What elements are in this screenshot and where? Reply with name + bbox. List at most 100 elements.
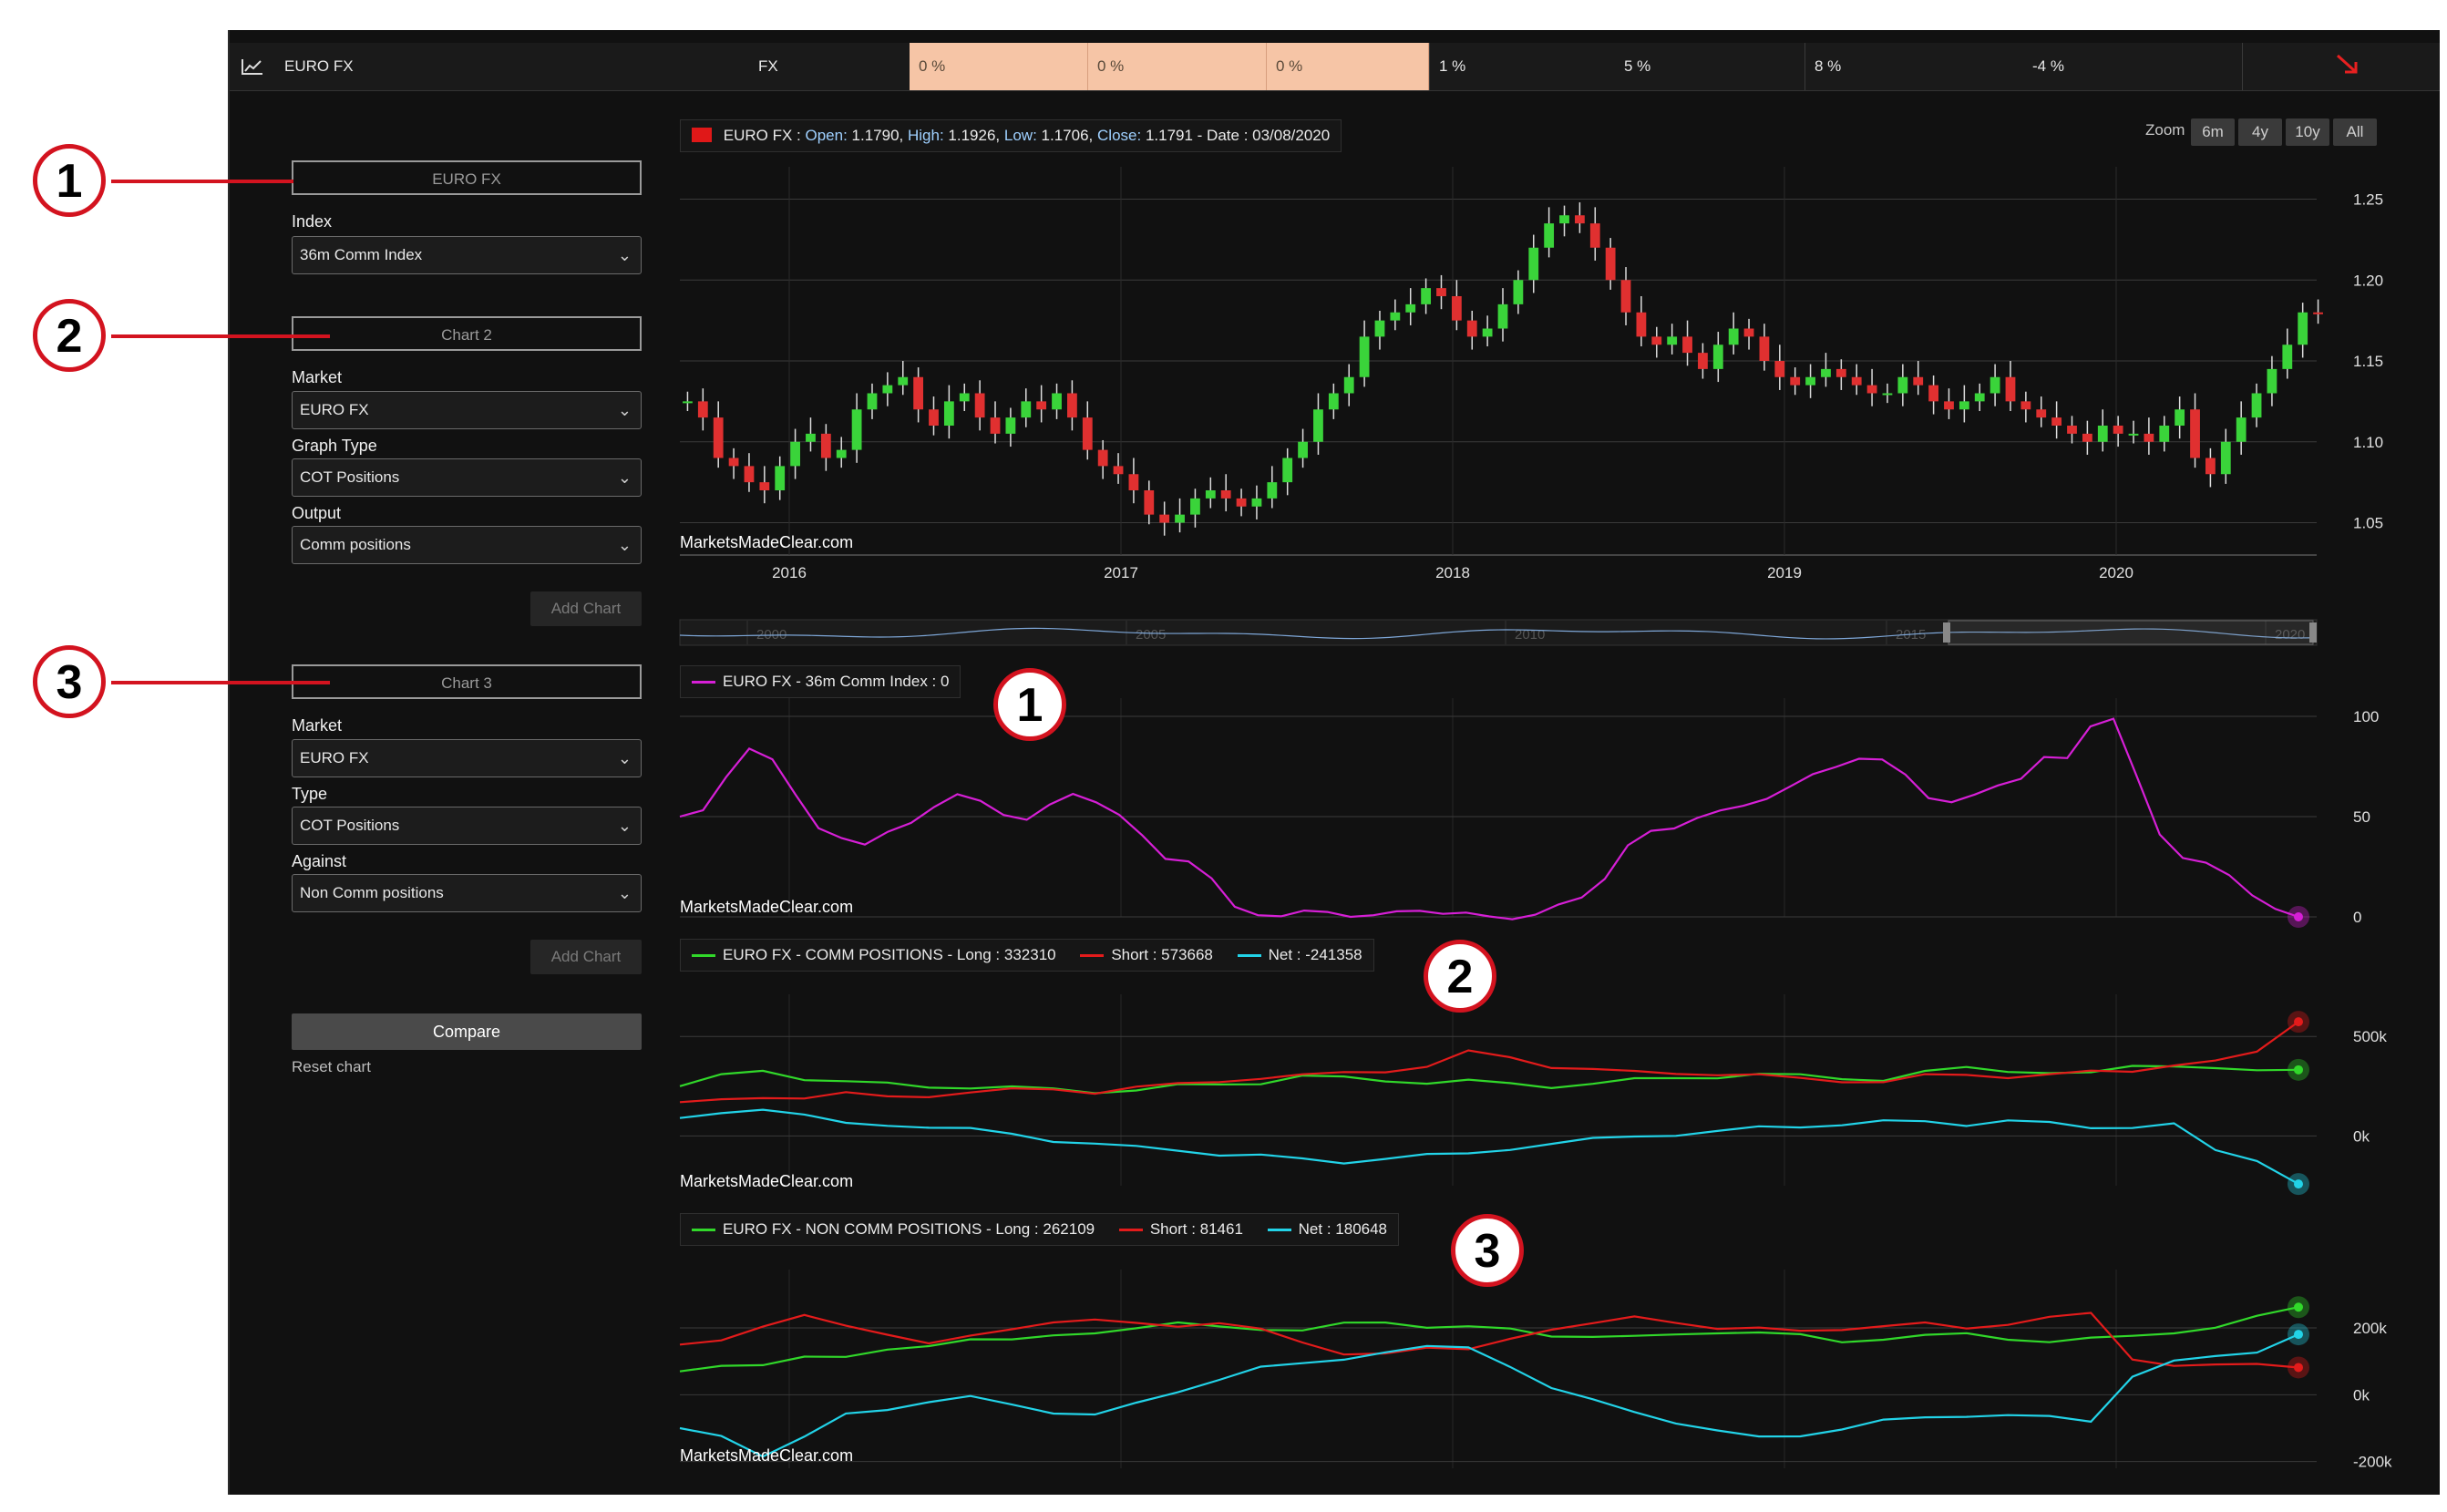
output-select[interactable]: Comm positions ⌄ xyxy=(292,526,642,564)
candle-body xyxy=(1574,215,1585,224)
watermark-comm: MarketsMadeClear.com xyxy=(680,1172,854,1190)
price-y-tick: 1.05 xyxy=(2353,515,2383,532)
candle-body xyxy=(882,385,893,394)
panel-y-tick: 100 xyxy=(2353,708,2379,725)
candle-body xyxy=(2313,312,2323,314)
candle-body xyxy=(1359,336,1370,377)
market-group: FX xyxy=(758,57,778,75)
annotation-pointer-2 xyxy=(111,334,330,338)
price-y-tick: 1.25 xyxy=(2353,191,2383,209)
candle-body xyxy=(806,433,816,442)
watermark-index: MarketsMadeClear.com xyxy=(680,898,854,916)
against-select[interactable]: Non Comm positions ⌄ xyxy=(292,874,642,912)
candle-body xyxy=(790,441,800,467)
candle-body xyxy=(898,376,909,386)
series-line xyxy=(679,1108,2299,1186)
candle-body xyxy=(713,417,724,458)
candle-body xyxy=(1944,401,1954,410)
candle-body xyxy=(1851,376,1862,386)
market-label: Market xyxy=(292,368,343,386)
annotation-badge-1: 1 xyxy=(993,668,1066,741)
zoom-6m-button[interactable]: 6m xyxy=(2191,118,2235,146)
chevron-down-icon: ⌄ xyxy=(617,536,632,554)
add-chart-button-3[interactable]: Add Chart xyxy=(530,940,642,974)
annotation-callout-2: 2 xyxy=(33,299,106,372)
candle-body xyxy=(2159,426,2170,442)
zoom-4y-button[interactable]: 4y xyxy=(2238,118,2282,146)
candle-body xyxy=(1466,320,1477,337)
chart2-market-select[interactable]: EURO FX ⌄ xyxy=(292,391,642,429)
candle-body xyxy=(2298,312,2308,345)
candle-body xyxy=(1374,320,1385,337)
noncomm-short-label: Short : 81461 xyxy=(1149,1220,1243,1238)
candle-body xyxy=(1482,328,1493,337)
stat-cell-1: 0 % xyxy=(910,43,1088,90)
low-value: 1.1706, xyxy=(1041,127,1094,144)
price-y-tick: 1.20 xyxy=(2353,272,2383,289)
candle-body xyxy=(1866,385,1877,394)
candle-body xyxy=(1451,296,1462,321)
legend-long-line xyxy=(692,1229,715,1232)
chart3-market-select[interactable]: EURO FX ⌄ xyxy=(292,739,642,777)
high-key: High: xyxy=(908,127,944,144)
candle-body xyxy=(2282,345,2293,369)
line-chart-icon[interactable] xyxy=(231,43,268,90)
comm-legend: EURO FX - COMM POSITIONS - Long : 332310… xyxy=(680,939,1374,972)
series-line xyxy=(679,1065,2299,1095)
price-x-tick: 2016 xyxy=(772,564,807,581)
navigator-window xyxy=(1948,620,2314,645)
candle-body xyxy=(820,433,831,458)
index-legend-line xyxy=(692,681,715,684)
index-legend: EURO FX - 36m Comm Index : 0 xyxy=(680,665,961,698)
candle-body xyxy=(974,393,985,418)
zoom-10y-button[interactable]: 10y xyxy=(2286,118,2329,146)
candle-body xyxy=(1667,336,1678,345)
zoom-all-button[interactable]: All xyxy=(2333,118,2377,146)
price-x-tick: 2019 xyxy=(1767,564,1802,581)
candle-body xyxy=(1097,449,1108,467)
candle-body xyxy=(1175,514,1185,523)
legend-short-line xyxy=(1080,954,1105,958)
candle-body xyxy=(1128,474,1139,490)
zoom-label: Zoom xyxy=(2145,121,2185,139)
candle-body xyxy=(2082,433,2092,442)
candle-body xyxy=(2190,409,2200,458)
chevron-down-icon: ⌄ xyxy=(617,817,632,835)
chevron-down-icon: ⌄ xyxy=(617,246,632,264)
panel-y-tick: 0 xyxy=(2353,909,2361,926)
navigator-label: 2020 xyxy=(2275,627,2305,643)
noncomm-legend: EURO FX - NON COMM POSITIONS - Long : 26… xyxy=(680,1213,1400,1246)
price-x-tick: 2018 xyxy=(1435,564,1470,581)
candle-body xyxy=(1790,376,1801,386)
price-legend: EURO FX : Open: 1.1790, High: 1.1926, Lo… xyxy=(680,119,1342,152)
candle-body xyxy=(1559,215,1569,224)
comm-long-label: EURO FX - COMM POSITIONS - Long : 332310 xyxy=(723,946,1056,963)
series-line xyxy=(679,1311,2299,1369)
series-end-marker xyxy=(2294,912,2303,921)
candle-body xyxy=(2097,426,2108,442)
annotation-callout-3: 3 xyxy=(33,645,106,718)
index-select[interactable]: 36m Comm Index ⌄ xyxy=(292,236,642,274)
candle-body xyxy=(2220,441,2231,475)
candle-body xyxy=(836,449,847,458)
chevron-down-icon: ⌄ xyxy=(617,401,632,419)
candle-body xyxy=(1928,385,1938,402)
compare-button[interactable]: Compare xyxy=(292,1013,642,1050)
add-chart-button-2[interactable]: Add Chart xyxy=(530,591,642,626)
series-line xyxy=(679,1306,2299,1373)
graph-type-select[interactable]: COT Positions ⌄ xyxy=(292,458,642,497)
price-legend-swatch xyxy=(692,128,712,142)
chevron-down-icon: ⌄ xyxy=(617,468,632,487)
candle-body xyxy=(2128,433,2139,436)
series-end-marker xyxy=(2294,1065,2303,1075)
reset-chart-link[interactable]: Reset chart xyxy=(292,1058,371,1075)
type-select[interactable]: COT Positions ⌄ xyxy=(292,807,642,845)
annotation-badge-2: 2 xyxy=(1424,940,1496,1013)
close-value: 1.1791 xyxy=(1145,127,1193,144)
navigator-series xyxy=(679,627,2318,640)
candle-body xyxy=(2236,417,2247,442)
candle-body xyxy=(2144,433,2154,442)
candle-body xyxy=(1774,361,1785,377)
candle-body xyxy=(1052,393,1062,410)
